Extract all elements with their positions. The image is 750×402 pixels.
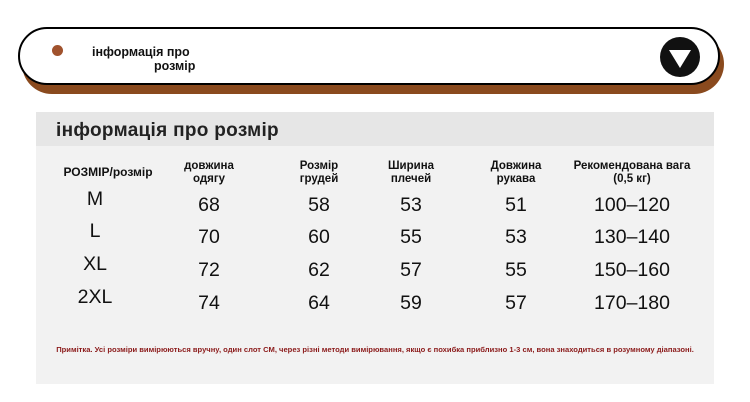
column-header: Довжина рукава bbox=[491, 160, 542, 186]
header-title: інформація про розмір bbox=[92, 45, 292, 73]
table-cell: 55 bbox=[400, 226, 422, 248]
column-header-line: рукава bbox=[496, 173, 536, 185]
column-header-line: довжина bbox=[184, 160, 234, 172]
header-bar: інформація про розмір bbox=[18, 27, 720, 85]
table-cell: 170–180 bbox=[594, 292, 670, 314]
table-cell: 59 bbox=[400, 292, 422, 314]
column-header-line: одягу bbox=[192, 173, 226, 185]
column-header-line: плечей bbox=[390, 173, 432, 185]
column-header: Рекомендована вага (0,5 кг) bbox=[574, 160, 691, 186]
header-title-line1: інформація про bbox=[92, 45, 190, 59]
size-label-cell: L bbox=[89, 220, 101, 242]
table-cell: 68 bbox=[198, 194, 220, 216]
header-title-line2: розмір bbox=[154, 59, 196, 73]
table-cell: 53 bbox=[505, 226, 527, 248]
triangle-down-icon bbox=[669, 50, 691, 68]
column-header-line: Довжина bbox=[490, 160, 542, 172]
column-header-line: грудей bbox=[299, 173, 339, 185]
column-header-line: Рекомендована вага bbox=[573, 160, 691, 172]
table-cell: 58 bbox=[308, 194, 330, 216]
column-header-line: РОЗМІР/розмір bbox=[63, 165, 153, 179]
table-cell: 70 bbox=[198, 226, 220, 248]
table-cell: 57 bbox=[505, 292, 527, 314]
table-cell: 51 bbox=[505, 194, 527, 216]
table-cell: 100–120 bbox=[594, 194, 670, 216]
size-label-cell: XL bbox=[83, 253, 107, 275]
table-title: інформація про розмір bbox=[56, 120, 279, 141]
column-header: Розмір грудей bbox=[300, 160, 339, 186]
bullet-dot-icon bbox=[52, 45, 63, 56]
table-cell: 62 bbox=[308, 259, 330, 281]
table-cell: 130–140 bbox=[594, 226, 670, 248]
table-cell: 60 bbox=[308, 226, 330, 248]
measurement-note: Примітка. Усі розміри вимірюються вручну… bbox=[56, 345, 694, 354]
column-header: довжина одягу bbox=[184, 160, 234, 186]
size-table: інформація про розмір РОЗМІР/розмір довжи… bbox=[36, 112, 714, 384]
table-cell: 53 bbox=[400, 194, 422, 216]
table-cell: 64 bbox=[308, 292, 330, 314]
column-header: РОЗМІР/розмір bbox=[63, 166, 152, 179]
column-header-line: (0,5 кг) bbox=[613, 173, 651, 185]
dropdown-button[interactable] bbox=[660, 37, 700, 77]
table-header-band: інформація про розмір bbox=[36, 112, 714, 146]
table-cell: 55 bbox=[505, 259, 527, 281]
column-header-line: Розмір bbox=[299, 160, 339, 172]
table-cell: 72 bbox=[198, 259, 220, 281]
size-label-cell: 2XL bbox=[77, 286, 113, 308]
table-cell: 57 bbox=[400, 259, 422, 281]
table-cell: 150–160 bbox=[594, 259, 670, 281]
table-cell: 74 bbox=[198, 292, 220, 314]
size-label-cell: M bbox=[86, 188, 104, 210]
column-header-line: Ширина bbox=[387, 160, 435, 172]
column-header: Ширина плечей bbox=[388, 160, 434, 186]
